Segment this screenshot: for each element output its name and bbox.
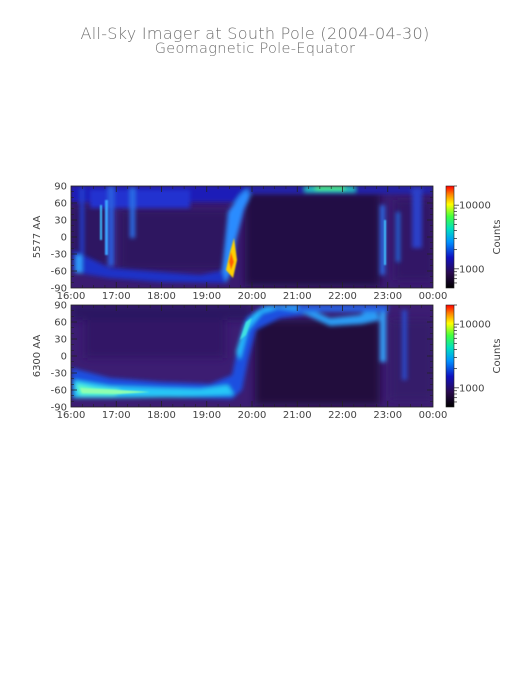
y-tick-label: -30 [51,369,67,380]
colorbar-ticks: 10000 1000 [454,185,491,284]
y-tick-label: 60 [54,199,67,210]
x-tick-label: 21:00 [283,410,312,421]
x-tick-label: 19:00 [192,410,221,421]
y-tick-label: -60 [51,386,67,397]
axes: 16:00 17:00 18:00 19:00 20:00 21:00 22:00 23:00… [51,182,448,303]
x-tick-label: 23:00 [373,410,402,421]
x-tick-label: 16:00 [57,410,86,421]
x-tick-label: 00:00 [419,291,448,302]
y-tick-label: -30 [51,250,67,261]
axes: 16:00 17:00 18:00 19:00 20:00 21:00 22:00 23:00… [51,301,448,422]
keogram-5577-image [71,186,433,288]
colorbar [445,185,455,289]
colorbar-ticks: 10000 1000 [454,304,491,403]
y-axis-label: 6300 AA [32,335,43,378]
y-tick-label: -60 [51,267,67,278]
x-tick-label: 20:00 [238,291,267,302]
colorbar-label: Counts [492,220,503,255]
x-tick-label: 23:00 [373,291,402,302]
chart-subtitle: Geomagnetic Pole-Equator [154,41,356,57]
colorbar-tick-label: 10000 [459,320,491,331]
y-tick-label: -90 [51,403,67,414]
colorbar-tick-label: 1000 [459,383,484,394]
x-tick-label: 18:00 [147,410,176,421]
y-tick-label: 0 [61,352,67,363]
colorbar [445,304,455,408]
x-tick-label: 16:00 [57,291,86,302]
y-axis-label: 5577 AA [32,216,43,259]
keogram-6300-panel: 16:00 17:00 18:00 19:00 20:00 21:00 22:00 23:00… [32,301,503,422]
y-tick-label: 90 [54,301,67,312]
x-tick-label: 22:00 [328,291,357,302]
y-tick-label: 30 [54,216,67,227]
keogram-6300-image [71,305,433,407]
x-tick-label: 21:00 [283,291,312,302]
colorbar-label: Counts [492,339,503,374]
x-tick-label: 00:00 [419,410,448,421]
y-tick-label: -90 [51,284,67,295]
x-tick-label: 22:00 [328,410,357,421]
x-tick-label: 18:00 [147,291,176,302]
y-tick-label: 0 [61,233,67,244]
colorbar-tick-label: 1000 [459,264,484,275]
x-tick-label: 17:00 [102,291,131,302]
keogram-5577-panel: 16:00 17:00 18:00 19:00 20:00 21:00 22:00 23:00… [32,182,503,303]
colorbar-tick-label: 10000 [459,201,491,212]
x-tick-label: 20:00 [238,410,267,421]
x-tick-label: 19:00 [192,291,221,302]
y-tick-label: 90 [54,182,67,193]
x-tick-label: 17:00 [102,410,131,421]
chart-title: All-Sky Imager at South Pole (2004-04-30… [80,24,430,43]
y-tick-label: 30 [54,335,67,346]
y-tick-label: 60 [54,318,67,329]
